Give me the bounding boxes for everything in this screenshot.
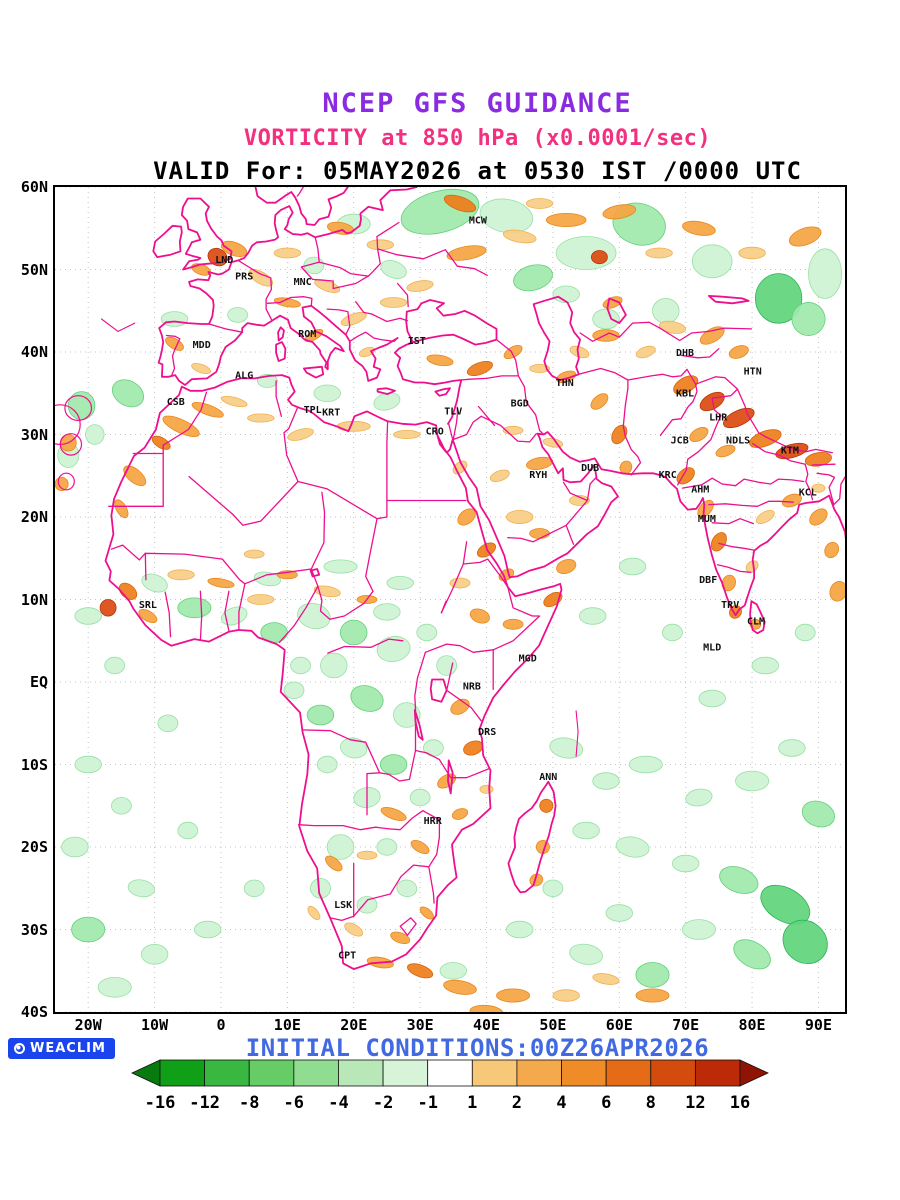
- station-label: HTN: [744, 366, 762, 377]
- lat-tick-label: 60N: [20, 178, 48, 196]
- station-label: RYH: [529, 470, 547, 481]
- colorbar-tick-label: -16: [145, 1093, 176, 1113]
- station-label: MDD: [193, 340, 211, 351]
- station-label: MCW: [469, 215, 488, 226]
- colorbar-tick-label: -12: [189, 1093, 220, 1113]
- station-label: IST: [408, 336, 426, 347]
- lon-tick-label: 40E: [472, 1016, 501, 1034]
- station-label: BGD: [511, 399, 529, 410]
- chart-title-line3: VALID For: 05MAY2026 at 0530 IST /0000 U…: [153, 157, 802, 185]
- colorbar-tick-label: 1: [467, 1093, 477, 1113]
- chart-title-line1: NCEP GFS GUIDANCE: [322, 88, 633, 119]
- lat-tick-label: 30N: [20, 425, 48, 444]
- station-label: TLV: [444, 407, 462, 418]
- station-label: DRS: [478, 727, 496, 738]
- lon-tick-label: 0: [216, 1016, 226, 1034]
- station-label: KBL: [676, 389, 694, 400]
- colorbar-tick-label: 12: [685, 1093, 705, 1113]
- station-label: KRT: [322, 408, 340, 419]
- station-label: DBF: [699, 575, 717, 586]
- station-label: CRO: [426, 427, 444, 438]
- lon-tick-label: 60E: [605, 1016, 633, 1034]
- initial-conditions-text: INITIAL CONDITIONS:00Z26APR2026: [245, 1034, 710, 1062]
- station-label: MGD: [519, 653, 537, 664]
- station-label: JCB: [671, 436, 689, 447]
- lon-tick-label: 10E: [273, 1016, 301, 1034]
- station-label: AHM: [691, 484, 709, 495]
- station-label: CLM: [747, 616, 765, 627]
- colorbar-tick-label: 2: [512, 1093, 522, 1113]
- station-label: NRB: [463, 681, 481, 692]
- colorbar-tick-label: -6: [284, 1093, 304, 1113]
- lon-tick-label: 20E: [340, 1016, 368, 1034]
- chart-title-line2: VORTICITY at 850 hPa (x0.0001/sec): [243, 126, 712, 151]
- station-label: TRV: [721, 600, 739, 611]
- station-label: KCL: [799, 488, 817, 499]
- colorbar-tick-label: -4: [328, 1093, 348, 1113]
- lat-tick-label: 50N: [20, 260, 48, 279]
- lon-tick-label: 80E: [738, 1016, 766, 1034]
- lat-tick-label: 20S: [20, 838, 48, 856]
- station-label: CSB: [167, 397, 185, 408]
- station-label: TPL: [304, 405, 322, 416]
- colorbar-tick-label: 4: [556, 1093, 566, 1113]
- lat-tick-label: 10S: [20, 755, 48, 774]
- station-label: CPT: [338, 950, 356, 961]
- weaclim-globe-icon: [14, 1043, 25, 1054]
- lat-tick-label: EQ: [29, 673, 48, 691]
- station-label: HRR: [424, 816, 443, 827]
- weaclim-logo-text: WEACLIM: [30, 1041, 106, 1056]
- station-label: KRC: [659, 470, 677, 481]
- station-label: ALG: [235, 370, 253, 381]
- station-label: LSK: [334, 900, 352, 911]
- station-label: MUM: [698, 514, 716, 525]
- lon-tick-label: 50E: [539, 1016, 567, 1034]
- station-label: LND: [215, 255, 233, 266]
- colorbar-tick-label: 8: [646, 1093, 656, 1113]
- station-label: ANN: [539, 772, 557, 783]
- colorbar-tick-label: -8: [239, 1093, 259, 1113]
- station-label: SRL: [139, 600, 157, 611]
- colorbar-tick-label: 6: [601, 1093, 611, 1113]
- colorbar-tick-label: -1: [417, 1093, 437, 1113]
- lon-tick-label: 30E: [406, 1016, 434, 1034]
- lat-tick-label: 30S: [20, 920, 48, 939]
- station-label: MLD: [703, 643, 721, 654]
- weaclim-logo: WEACLIM: [8, 1038, 115, 1059]
- lat-tick-label: 20N: [20, 508, 48, 526]
- station-label: DHB: [676, 348, 694, 359]
- colorbar-tick-label: 16: [730, 1093, 750, 1113]
- colorbar-tick-label: -2: [373, 1093, 393, 1113]
- station-label: NDLS: [726, 436, 750, 447]
- lat-tick-label: 10N: [20, 590, 48, 609]
- station-label: ROM: [298, 329, 316, 340]
- lon-tick-label: 20W: [74, 1016, 102, 1034]
- station-label: DUB: [581, 463, 599, 474]
- map-frame: MCW LND PRS MNC ROM IST MDD ALG CSB TPL KRT TLV CRO B…: [39, 186, 850, 1020]
- lon-tick-label: 10W: [141, 1016, 169, 1034]
- lon-tick-label: 90E: [804, 1016, 832, 1034]
- lon-tick-label: 70E: [672, 1016, 700, 1034]
- station-label: MNC: [294, 277, 312, 288]
- station-label: KTM: [781, 446, 799, 457]
- lat-tick-label: 40N: [20, 343, 48, 361]
- station-label: THN: [556, 378, 574, 389]
- lat-tick-label: 40S: [20, 1003, 48, 1021]
- station-label: LHR: [709, 413, 728, 424]
- colorbar: -16 -12 -8 -6 -4 -2 -1 1 2 4 6 8 12 16: [131, 1059, 769, 1113]
- station-label: PRS: [235, 271, 253, 282]
